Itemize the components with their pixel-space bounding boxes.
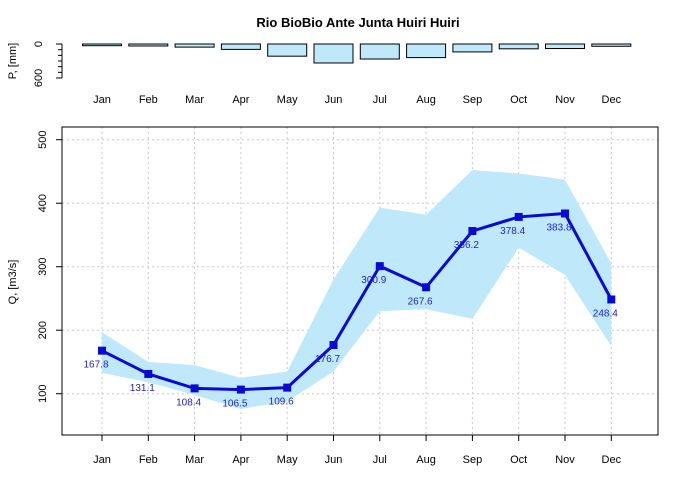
discharge-value-label: 167.8 <box>83 360 108 371</box>
discharge-value-label: 176.7 <box>315 354 340 365</box>
discharge-value-label: 378.4 <box>500 226 525 237</box>
discharge-y-tick-label: 300 <box>37 258 49 276</box>
discharge-y-tick-label: 200 <box>37 321 49 339</box>
precip-bar <box>591 43 632 47</box>
discharge-panel: 167.8 131.1 108.4 106.5 109.6 176.7 300.9 267.6… <box>7 126 659 466</box>
discharge-value-label: 267.6 <box>408 296 433 307</box>
discharge-y-tick-label: 400 <box>37 194 49 212</box>
discharge-point <box>190 384 199 393</box>
precip-x-tick-label: Aug <box>416 94 436 106</box>
precip-bar <box>406 43 447 59</box>
precip-x-tick-label: Jun <box>325 94 343 106</box>
discharge-value-label: 109.6 <box>269 397 294 408</box>
discharge-point <box>375 262 384 271</box>
discharge-x-tick-label: Feb <box>139 454 158 466</box>
precip-bar <box>359 43 400 60</box>
precip-x-tick-label: Jul <box>373 94 387 106</box>
discharge-y-tick-label: 100 <box>37 385 49 403</box>
precip-x-tick-label: May <box>277 94 298 106</box>
precip-bar <box>452 43 493 53</box>
discharge-range-band <box>102 170 612 409</box>
discharge-plot-border <box>61 126 659 436</box>
precip-x-tick-label: Feb <box>139 94 158 106</box>
discharge-x-tick-label: Nov <box>555 454 575 466</box>
discharge-x-tick-label: Jan <box>93 454 111 466</box>
discharge-point <box>283 383 292 392</box>
discharge-value-label: 383.8 <box>546 222 571 233</box>
discharge-point <box>329 341 338 350</box>
precip-bar <box>128 43 169 47</box>
discharge-point <box>144 369 153 378</box>
discharge-value-label: 248.4 <box>593 308 618 319</box>
precip-x-tick-label: Apr <box>232 94 249 106</box>
discharge-axis-label: Q, [m3/s] <box>7 260 19 305</box>
discharge-value-label: 131.1 <box>130 383 155 394</box>
discharge-point <box>468 227 477 236</box>
discharge-value-label: 356.2 <box>454 240 479 251</box>
discharge-x-tick-label: Mar <box>185 454 204 466</box>
discharge-x-tick-label: Apr <box>232 454 249 466</box>
discharge-x-tick-label: Dec <box>602 454 622 466</box>
discharge-x-tick-label: Sep <box>463 454 483 466</box>
discharge-x-tick-label: Oct <box>510 454 527 466</box>
discharge-point <box>98 346 106 355</box>
precip-x-tick-label: Mar <box>185 94 204 106</box>
precip-bar <box>267 43 308 57</box>
discharge-x-tick-label: Aug <box>416 454 436 466</box>
precip-bar <box>220 43 261 50</box>
precip-bar <box>313 43 354 64</box>
discharge-y-tick-label: 500 <box>37 131 49 149</box>
precip-y-tick-label: 600 <box>33 69 45 87</box>
precip-bar <box>174 43 215 48</box>
discharge-value-label: 300.9 <box>361 275 386 286</box>
precip-x-tick-label: Nov <box>555 94 575 106</box>
chart-title: Rio BioBio Ante Junta Huiri Huiri <box>256 15 459 30</box>
precip-x-tick-label: Sep <box>463 94 483 106</box>
precip-bar <box>82 43 122 47</box>
precip-x-tick-label: Oct <box>510 94 527 106</box>
discharge-point <box>514 212 523 221</box>
discharge-value-label: 106.5 <box>222 399 247 410</box>
precipitation-panel: 0 600 P, [mm] Jan Feb Mar Apr May Jun Jul Aug Sep… <box>7 41 632 106</box>
precip-x-tick-label: Jan <box>93 94 111 106</box>
precip-bar <box>498 43 539 50</box>
discharge-x-tick-label: Jul <box>373 454 387 466</box>
discharge-series-line <box>101 211 613 392</box>
precip-bar <box>545 43 585 50</box>
discharge-point <box>561 209 569 218</box>
discharge-x-tick-label: May <box>277 454 298 466</box>
precip-axis-label: P, [mm] <box>7 43 19 79</box>
discharge-value-label: 108.4 <box>176 397 201 408</box>
precip-x-tick-label: Dec <box>602 94 622 106</box>
discharge-point <box>422 283 431 292</box>
discharge-point <box>607 295 616 304</box>
discharge-x-tick-label: Jun <box>325 454 343 466</box>
precip-y-tick-label: 0 <box>33 41 45 47</box>
discharge-point <box>236 385 245 394</box>
